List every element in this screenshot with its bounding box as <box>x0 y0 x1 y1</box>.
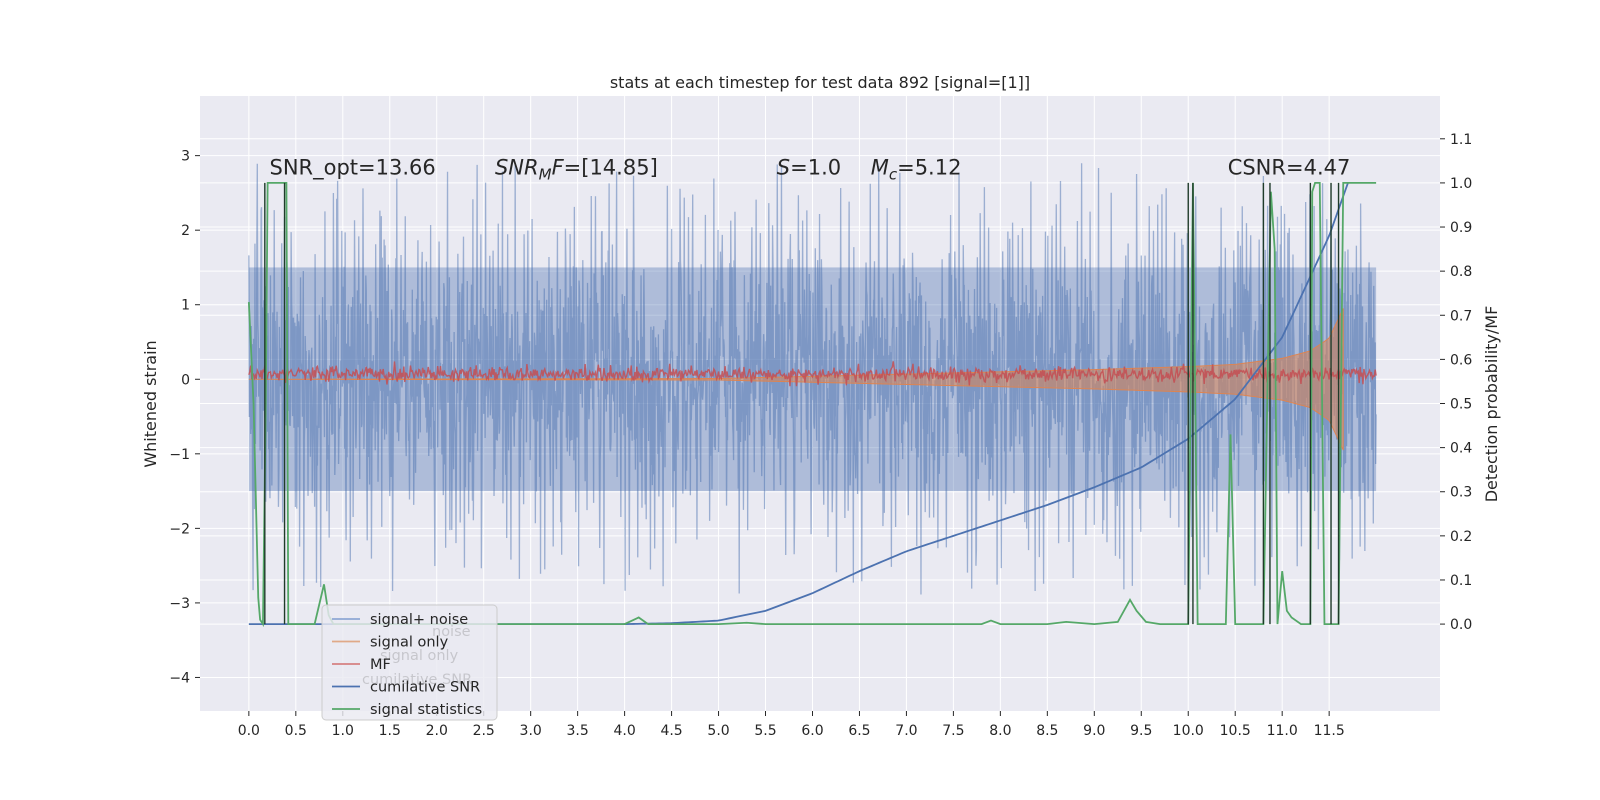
x-tick-label: 5.0 <box>707 723 729 739</box>
x-tick-label: 11.0 <box>1267 723 1298 739</box>
x-axis: 0.0 0.5 1.0 1.5 2.0 2.5 3.0 3.5 4.0 4.5 5.0 5.5 6.0 6… <box>238 711 1345 739</box>
x-tick-label: 5.5 <box>754 723 776 739</box>
y2-axis-label: Detection probability/MF <box>1482 306 1501 503</box>
signal-statistics-line <box>247 182 1377 628</box>
x-tick-label: 7.5 <box>942 723 964 739</box>
y-tick-label: −3 <box>169 596 190 612</box>
annotations: SNR_opt=13.66 SNRMF=[14.85] S=1.0 Mc=5.12 CS… <box>270 155 1351 183</box>
legend-box <box>321 604 498 721</box>
x-tick-label: 9.0 <box>1083 723 1105 739</box>
y-axis-left: −4 −3 −2 −1 0 1 2 3 <box>169 149 200 686</box>
x-tick-label: 0.5 <box>285 723 307 739</box>
y-tick-label: 1 <box>181 298 190 314</box>
y-axis-right: 0.0 0.1 0.2 0.3 0.4 0.5 0.6 0.7 0.8 0.9 1.0 1.1 <box>1440 132 1472 633</box>
x-tick-label: 9.5 <box>1130 723 1152 739</box>
y2-tick-label: 1.1 <box>1450 132 1472 148</box>
legend: signal+ noise signal only MF cumilative SNR… <box>321 604 498 721</box>
signal-statistics-series <box>247 182 1377 628</box>
legend-label: cumilative SNR <box>370 680 480 696</box>
x-tick-label: 3.5 <box>567 723 589 739</box>
x-tick-label: 3.0 <box>520 723 542 739</box>
legend-label: MF <box>370 657 391 673</box>
x-tick-label: 8.0 <box>989 723 1011 739</box>
x-tick-label: 8.5 <box>1036 723 1058 739</box>
y-tick-label: −2 <box>169 521 190 537</box>
x-tick-label: 4.5 <box>660 723 682 739</box>
annotation: S=1.0 <box>777 155 841 179</box>
annotation: CSNR=4.47 <box>1228 155 1351 179</box>
y2-tick-label: 1.0 <box>1450 176 1472 192</box>
y2-tick-label: 0.1 <box>1450 573 1472 589</box>
y-tick-label: 2 <box>181 223 190 239</box>
x-tick-label: 6.5 <box>848 723 870 739</box>
y2-tick-label: 0.7 <box>1450 308 1472 324</box>
legend-label: signal+ noise <box>370 612 468 628</box>
y2-tick-label: 0.2 <box>1450 529 1472 545</box>
legend-label: signal statistics <box>370 702 482 718</box>
chart-title: stats at each timestep for test data 892… <box>610 73 1030 92</box>
x-tick-label: 10.5 <box>1220 723 1251 739</box>
x-tick-label: 10.0 <box>1173 723 1204 739</box>
annotation: SNRMF=[14.85] <box>495 155 658 183</box>
y-tick-label: −1 <box>169 447 190 463</box>
y2-tick-label: 0.4 <box>1450 441 1472 457</box>
y2-tick-label: 0.0 <box>1450 617 1472 633</box>
y2-tick-label: 0.3 <box>1450 485 1472 501</box>
x-tick-label: 1.5 <box>379 723 401 739</box>
y-tick-label: 3 <box>181 149 190 165</box>
legend-label: signal only <box>370 635 449 651</box>
x-tick-label: 0.0 <box>238 723 260 739</box>
x-tick-label: 2.5 <box>473 723 495 739</box>
annotation: Mc=5.12 <box>871 155 962 183</box>
y-tick-label: 0 <box>181 372 190 388</box>
x-tick-label: 6.0 <box>801 723 823 739</box>
y2-tick-label: 0.8 <box>1450 264 1472 280</box>
y2-tick-label: 0.6 <box>1450 352 1472 368</box>
y-tick-label: −4 <box>169 670 190 686</box>
y-axis-label: Whitened strain <box>141 340 160 467</box>
x-tick-label: 4.0 <box>613 723 635 739</box>
x-tick-label: 2.0 <box>426 723 448 739</box>
y2-tick-label: 0.9 <box>1450 220 1472 236</box>
x-tick-label: 7.0 <box>895 723 917 739</box>
dark-vertical-lines <box>264 182 1340 625</box>
annotation: SNR_opt=13.66 <box>270 155 436 180</box>
x-tick-label: 1.0 <box>332 723 354 739</box>
y2-tick-label: 0.5 <box>1450 397 1472 413</box>
x-tick-label: 11.5 <box>1314 723 1345 739</box>
